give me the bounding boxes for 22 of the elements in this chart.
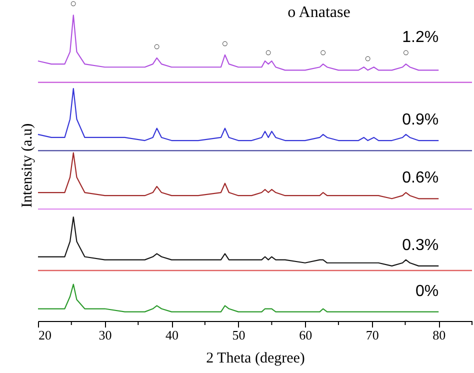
x-tick-label: 40 — [166, 328, 179, 342]
x-tick-label: 30 — [98, 328, 112, 342]
annotation: ○ — [222, 38, 228, 50]
annotation: o Anatase — [288, 4, 350, 21]
series-label: 0.9% — [402, 112, 439, 129]
series-label: 0.6% — [402, 170, 439, 187]
annotation: ○ — [320, 47, 326, 60]
x-tick-label: 20 — [38, 328, 52, 342]
annotation: ○ — [265, 47, 272, 60]
x-tick-label: 70 — [366, 328, 379, 342]
series-label: 1.2% — [402, 29, 439, 46]
x-tick-label: 60 — [299, 328, 312, 342]
annotation: ○ — [70, 0, 77, 10]
series-label: 0% — [415, 282, 439, 300]
y-axis-title: Intensity (a.u) — [20, 123, 36, 208]
annotation: ○ — [402, 47, 410, 60]
x-tick-label: 50 — [232, 328, 246, 342]
annotation: ○ — [364, 53, 372, 66]
x-axis-title: 2 Theta (degree) — [206, 350, 305, 366]
x-tick-label: 80 — [432, 328, 446, 342]
annotation: ○ — [154, 40, 160, 53]
series-label: 0.3% — [402, 236, 439, 254]
